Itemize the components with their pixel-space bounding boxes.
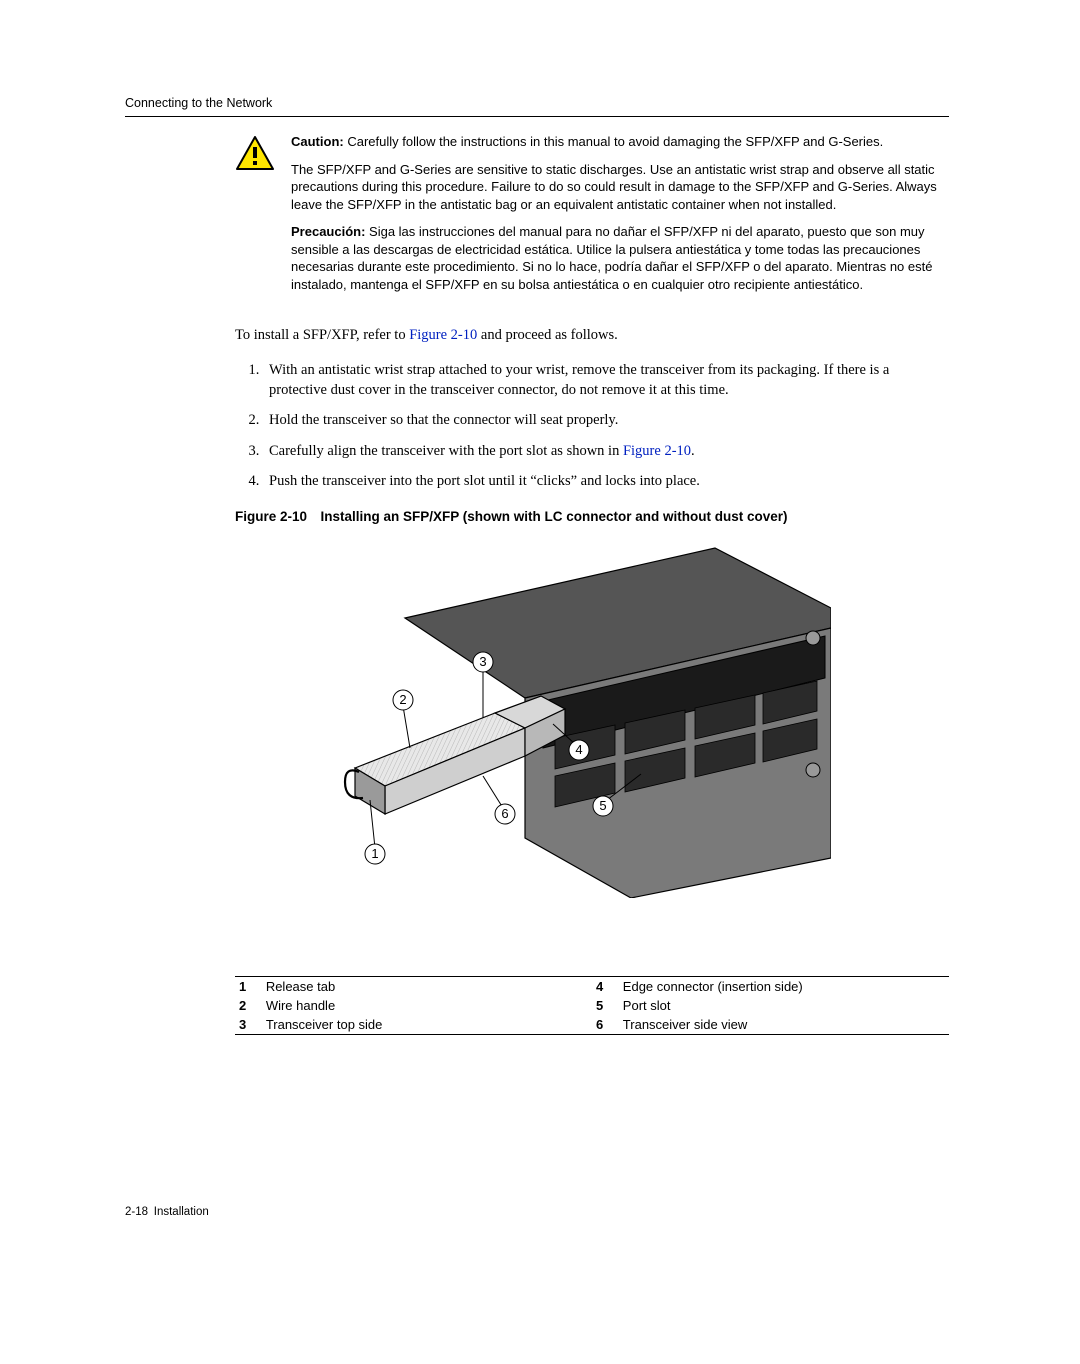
legend-text: Transceiver top side bbox=[262, 1015, 592, 1034]
figure-link[interactable]: Figure 2-10 bbox=[409, 327, 477, 343]
step-1: With an antistatic wrist strap attached … bbox=[263, 360, 949, 401]
step-2: Hold the transceiver so that the connect… bbox=[263, 410, 949, 430]
caution-en-2: The SFP/XFP and G-Series are sensitive t… bbox=[291, 161, 949, 214]
step-4: Push the transceiver into the port slot … bbox=[263, 471, 949, 491]
caution-icon bbox=[235, 133, 275, 303]
caution-label-en: Caution: bbox=[291, 134, 344, 149]
legend-row: 2 Wire handle 5 Port slot bbox=[235, 996, 949, 1015]
step3-pre: Carefully align the transceiver with the… bbox=[269, 443, 623, 459]
callout-1: 1 bbox=[371, 846, 378, 861]
page-content: Connecting to the Network Caution: Caref… bbox=[125, 96, 949, 1035]
callout-5: 5 bbox=[599, 798, 606, 813]
callout-4: 4 bbox=[575, 742, 582, 757]
legend-num: 3 bbox=[235, 1015, 262, 1034]
callout-3: 3 bbox=[479, 654, 486, 669]
legend-num: 5 bbox=[592, 996, 619, 1015]
legend-text: Edge connector (insertion side) bbox=[619, 977, 949, 996]
running-header: Connecting to the Network bbox=[125, 96, 949, 116]
intro-post: and proceed as follows. bbox=[477, 327, 618, 343]
caution-en-1: Caution: Carefully follow the instructio… bbox=[291, 133, 949, 151]
caution-en-first: Carefully follow the instructions in thi… bbox=[344, 134, 884, 149]
caution-es-text: Siga las instrucciones del manual para n… bbox=[291, 224, 932, 292]
legend-text: Release tab bbox=[262, 977, 592, 996]
steps-list: With an antistatic wrist strap attached … bbox=[235, 360, 949, 491]
legend-text: Transceiver side view bbox=[619, 1015, 949, 1034]
caution-text: Caution: Carefully follow the instructio… bbox=[291, 133, 949, 303]
figure-image: 1 2 3 4 5 6 bbox=[315, 538, 831, 898]
caution-es: Precaución: Siga las instrucciones del m… bbox=[291, 223, 949, 293]
step-3: Carefully align the transceiver with the… bbox=[263, 441, 949, 461]
intro-pre: To install a SFP/XFP, refer to bbox=[235, 327, 409, 343]
step3-post: . bbox=[691, 443, 695, 459]
callout-6: 6 bbox=[501, 806, 508, 821]
legend-table: 1 Release tab 4 Edge connector (insertio… bbox=[235, 977, 949, 1034]
callout-2: 2 bbox=[399, 692, 406, 707]
legend-num: 2 bbox=[235, 996, 262, 1015]
page-footer: 2-18 Installation bbox=[125, 1206, 209, 1218]
caution-label-es: Precaución: bbox=[291, 224, 365, 239]
legend-num: 6 bbox=[592, 1015, 619, 1034]
figure-legend: 1 Release tab 4 Edge connector (insertio… bbox=[235, 976, 949, 1035]
caution-block: Caution: Carefully follow the instructio… bbox=[235, 133, 949, 303]
legend-bottom-rule bbox=[235, 1034, 949, 1035]
legend-row: 3 Transceiver top side 6 Transceiver sid… bbox=[235, 1015, 949, 1034]
legend-num: 4 bbox=[592, 977, 619, 996]
legend-text: Wire handle bbox=[262, 996, 592, 1015]
intro-line: To install a SFP/XFP, refer to Figure 2-… bbox=[235, 325, 949, 345]
header-rule bbox=[125, 116, 949, 117]
figure-caption: Figure 2-10 Installing an SFP/XFP (shown… bbox=[235, 509, 949, 524]
figure-link-2[interactable]: Figure 2-10 bbox=[623, 443, 691, 459]
legend-text: Port slot bbox=[619, 996, 949, 1015]
legend-num: 1 bbox=[235, 977, 262, 996]
legend-row: 1 Release tab 4 Edge connector (insertio… bbox=[235, 977, 949, 996]
